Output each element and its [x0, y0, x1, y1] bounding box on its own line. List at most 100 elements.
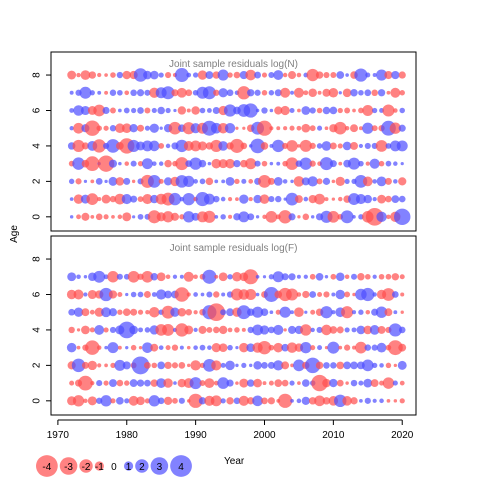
residual-bubble: [177, 106, 187, 115]
residual-bubble: [108, 176, 118, 186]
residual-bubble: [76, 274, 81, 280]
residual-bubble: [83, 292, 88, 297]
residual-bubble: [385, 160, 392, 167]
residual-bubble: [185, 89, 193, 97]
residual-bubble: [164, 159, 172, 168]
residual-bubble: [124, 398, 130, 404]
legend-bubble: [123, 461, 134, 471]
residual-bubble: [94, 325, 105, 335]
residual-bubble: [211, 343, 221, 353]
residual-bubble: [335, 176, 345, 187]
residual-bubble: [315, 272, 324, 281]
residual-bubble: [358, 309, 364, 315]
residual-bubble: [372, 362, 378, 369]
residual-bubble: [210, 395, 222, 407]
residual-bubble: [151, 292, 157, 297]
residual-bubble: [142, 194, 153, 205]
residual-bubble: [81, 212, 90, 221]
residual-bubble: [85, 340, 100, 355]
residual-bubble: [330, 273, 337, 280]
residual-bubble: [336, 361, 345, 370]
residual-bubble: [104, 179, 108, 184]
residual-bubble: [73, 289, 84, 300]
y-tick-label: 2: [32, 178, 43, 184]
residual-bubble: [351, 327, 357, 333]
residual-bubble: [110, 72, 116, 78]
residual-bubble: [398, 195, 406, 203]
residual-bubble: [331, 197, 336, 201]
residual-bubble: [122, 361, 131, 370]
residual-bubble: [118, 161, 122, 166]
residual-bubble: [267, 177, 275, 185]
residual-bubble: [364, 142, 371, 149]
residual-bubble: [145, 310, 150, 315]
residual-bubble: [261, 160, 268, 167]
residual-bubble: [173, 108, 177, 113]
legend-bubble: [94, 461, 104, 471]
residual-bubble: [97, 72, 102, 78]
residual-bubble: [335, 289, 345, 300]
residual-bubble: [369, 325, 380, 335]
residual-bubble: [72, 395, 85, 407]
residual-bubble: [361, 287, 375, 302]
residual-bubble: [290, 398, 294, 403]
residual-bubble: [163, 378, 173, 388]
residual-bubble: [363, 325, 373, 335]
residual-bubble: [342, 88, 352, 98]
residual-bubble: [400, 162, 404, 166]
legend-label: -4: [42, 462, 51, 473]
residual-bubble: [272, 139, 285, 153]
residual-bubble: [329, 378, 338, 388]
residual-bubble: [268, 196, 275, 203]
residual-bubble: [211, 360, 222, 371]
residual-bubble: [297, 381, 301, 385]
residual-bubble: [376, 211, 387, 222]
residual-bubble: [238, 395, 249, 406]
residual-bubble: [328, 88, 339, 98]
y-tick-label: 4: [32, 143, 43, 149]
residual-bubble: [225, 176, 235, 186]
residual-bubble: [335, 272, 345, 282]
residual-bubble: [262, 381, 267, 386]
residual-bubble: [164, 71, 172, 79]
residual-bubble: [393, 161, 398, 166]
residual-bubble: [338, 196, 343, 202]
residual-bubble: [377, 89, 386, 97]
residual-bubble: [268, 274, 275, 280]
residual-bubble: [93, 104, 106, 117]
residual-bubble: [122, 308, 131, 317]
residual-bubble: [197, 141, 208, 151]
residual-bubble: [198, 397, 207, 405]
residual-bubble: [352, 108, 356, 113]
residual-bubble: [115, 177, 125, 186]
residual-bubble: [329, 106, 338, 115]
residual-bubble: [316, 143, 323, 149]
residual-bubble: [186, 292, 191, 297]
residual-bubble: [378, 273, 385, 280]
residual-bubble: [317, 345, 323, 351]
residual-bubble: [233, 397, 241, 405]
residual-bubble: [138, 327, 144, 333]
residual-bubble: [123, 177, 131, 185]
residual-bubble: [109, 379, 117, 388]
residual-bubble: [255, 215, 260, 219]
residual-bubble: [72, 139, 85, 152]
residual-bubble: [104, 345, 108, 350]
residual-bubble: [76, 328, 81, 332]
residual-bubble: [302, 213, 310, 221]
residual-bubble: [296, 292, 302, 297]
residual-bubble: [303, 196, 309, 202]
residual-bubble: [150, 343, 159, 352]
residual-bubble: [274, 106, 283, 115]
residual-bubble: [69, 108, 75, 113]
residual-bubble: [214, 214, 219, 219]
residual-bubble: [247, 397, 255, 405]
residual-bubble: [247, 326, 254, 334]
residual-bubble: [156, 289, 167, 300]
residual-bubble: [260, 142, 269, 150]
residual-bubble: [341, 306, 354, 319]
residual-bubble: [322, 177, 331, 185]
residual-bubble: [342, 396, 352, 406]
residual-bubble: [220, 362, 226, 368]
residual-bubble: [321, 141, 332, 151]
